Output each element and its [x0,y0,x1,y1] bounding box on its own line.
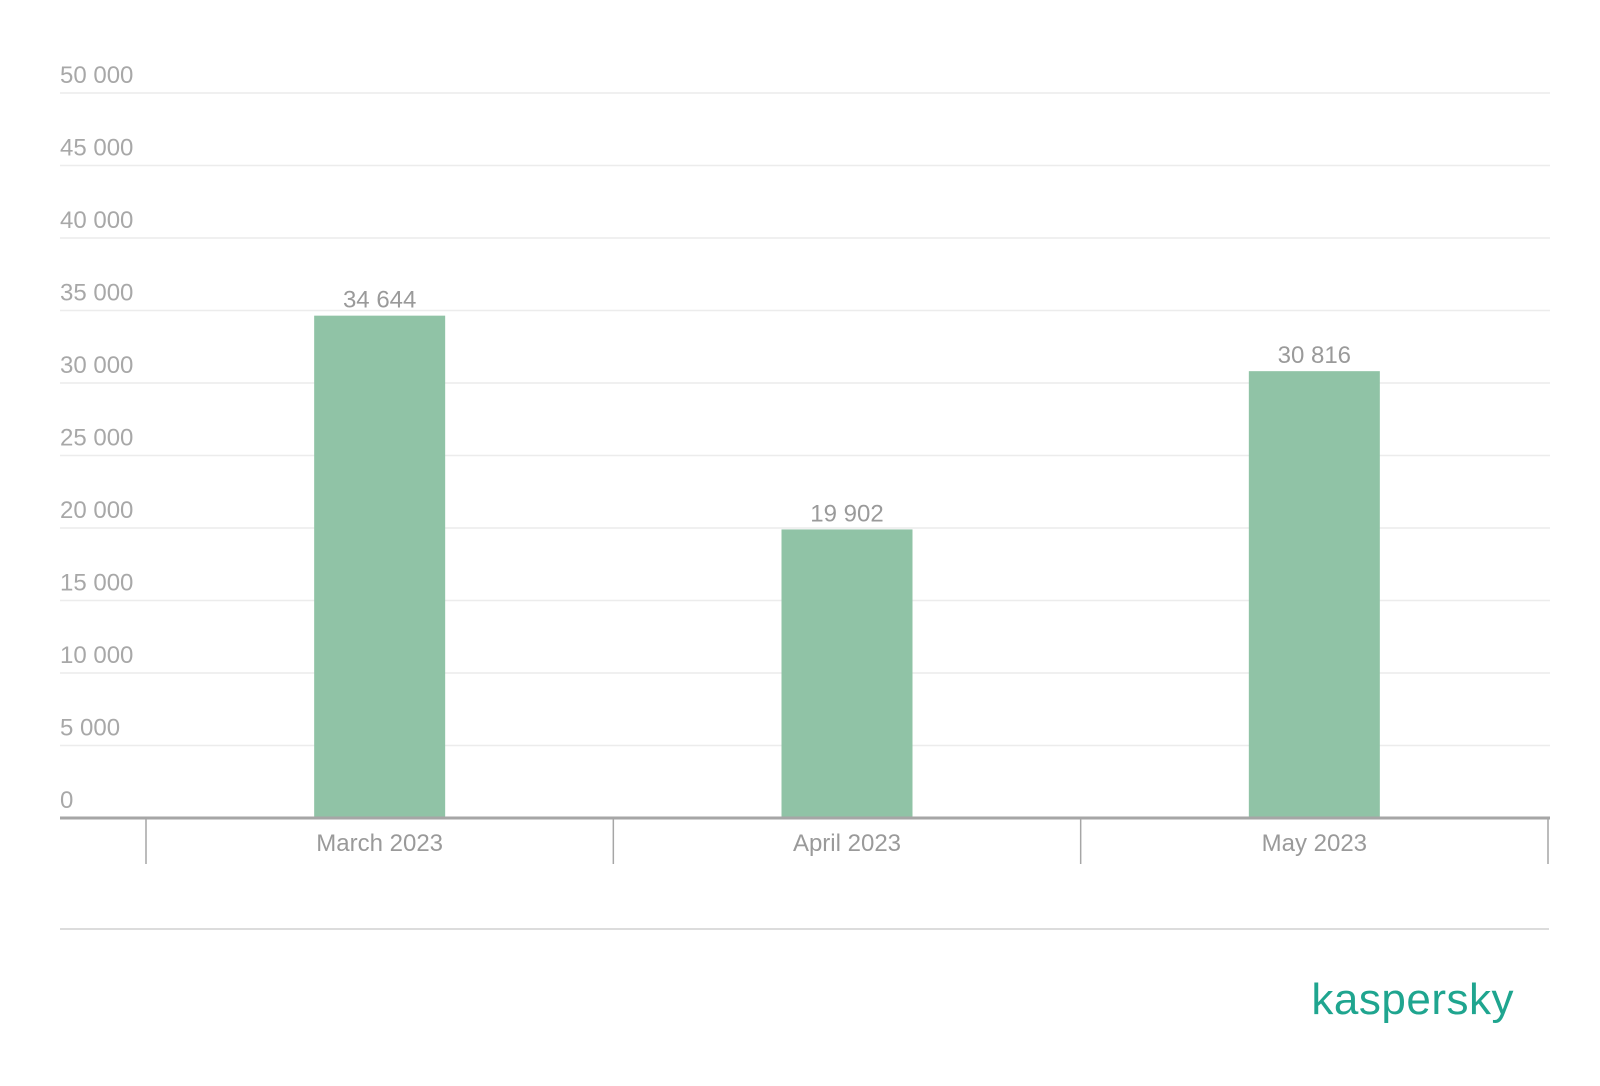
data-label: 19 902 [810,500,883,527]
y-axis-tick-labels: 0 5 000 10 000 15 000 20 000 25 000 30 000 35 0… [60,62,133,814]
bar [781,529,913,818]
y-tick-label: 40 000 [60,207,133,234]
y-tick-label: 0 [60,787,73,814]
data-label: 30 816 [1278,342,1351,369]
bars [314,315,1380,818]
footer-divider [60,928,1549,930]
y-tick-label: 45 000 [60,135,133,162]
y-tick-label: 25 000 [60,425,133,452]
x-category-label: May 2023 [1262,830,1367,857]
y-tick-label: 50 000 [60,62,133,89]
x-axis-category-labels: March 2023 April 2023 May 2023 [316,830,1367,857]
y-tick-label: 5 000 [60,715,120,742]
y-tick-label: 35 000 [60,280,133,307]
kaspersky-logo: kaspersky [1311,975,1514,1024]
data-label: 34 644 [343,287,416,314]
x-axis [60,816,1550,864]
x-category-label: April 2023 [793,830,901,857]
bar [1248,371,1380,818]
bar [314,315,446,818]
y-tick-label: 15 000 [60,570,133,597]
y-tick-label: 10 000 [60,642,133,669]
grid-lines [60,92,1550,747]
y-tick-label: 20 000 [60,497,133,524]
data-labels: 34 644 19 902 30 816 [343,287,1351,528]
x-category-label: March 2023 [316,830,443,857]
y-tick-label: 30 000 [60,352,133,379]
